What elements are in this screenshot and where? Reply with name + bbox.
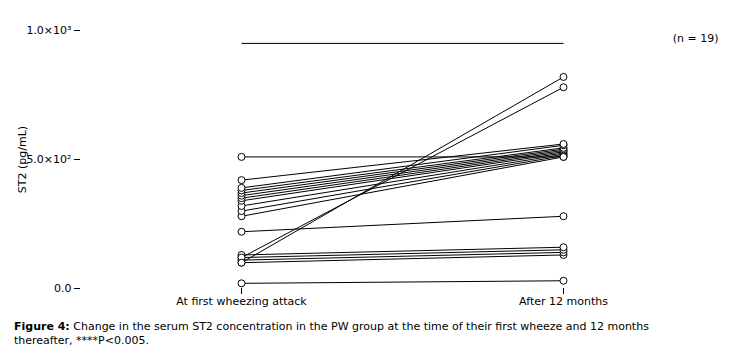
html-text:Figure 4: Change in the serum: Figure 4: Change in the serum ST2 concen… bbox=[14, 320, 649, 348]
svg-text:At first wheezing attack: At first wheezing attack bbox=[176, 295, 307, 308]
svg-text:5.0×10²: 5.0×10² bbox=[26, 153, 71, 166]
svg-text:(n = 19): (n = 19) bbox=[673, 32, 719, 45]
svg-text:0.0: 0.0 bbox=[54, 282, 72, 295]
svg-text:After 12 months: After 12 months bbox=[519, 295, 608, 308]
svg-text:ST2 (pg/mL): ST2 (pg/mL) bbox=[16, 126, 29, 193]
svg-text:1.0×10³: 1.0×10³ bbox=[26, 24, 71, 37]
